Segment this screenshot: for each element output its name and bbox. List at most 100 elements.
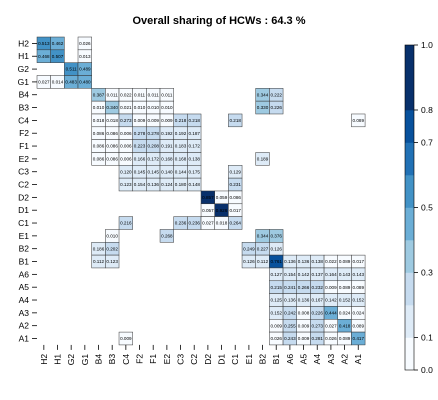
colorbar-band	[405, 337, 414, 371]
heatmap-cell: 0.138	[310, 254, 325, 269]
heatmap-cell: 0.480	[77, 75, 92, 89]
heatmap-cell: 0.018	[214, 216, 229, 230]
heatmap-cell: 0.112	[91, 254, 106, 269]
row-label: A1	[19, 334, 30, 344]
heatmap-cell: 0.086	[228, 190, 243, 205]
heatmap-cell: 0.857	[200, 190, 215, 205]
heatmap-cell-label: 0.278	[134, 131, 146, 136]
heatmap-cell-label: 0.417	[353, 336, 365, 341]
heatmap-cell: 0.006	[118, 139, 133, 153]
heatmap-cell: 0.278	[132, 126, 147, 140]
column-label: E2	[162, 354, 172, 365]
heatmap-cell: 0.124	[159, 177, 174, 192]
heatmap-cell: 0.192	[173, 126, 188, 140]
colorbar-tick-label: 0.5	[421, 203, 433, 213]
heatmap-cell-label: 0.024	[353, 310, 365, 315]
heatmap-cell-label: 0.089	[353, 323, 365, 328]
heatmap-cell: 0.120	[118, 165, 133, 179]
heatmap-cell: 0.243	[282, 331, 297, 346]
heatmap-cell-label: 0.009	[147, 118, 159, 123]
colorbar-band	[405, 142, 414, 176]
heatmap-cell: 0.010	[159, 100, 174, 115]
heatmap-cell: 0.249	[241, 242, 256, 256]
heatmap-cell: 0.017	[351, 254, 366, 269]
row-label: D2	[18, 192, 29, 202]
heatmap-cell: 0.086	[91, 152, 106, 166]
colorbar-tick-label: 0.7	[421, 138, 433, 148]
heatmap-cell: 0.009	[159, 113, 174, 128]
heatmap-cell-label: 0.507	[52, 54, 64, 59]
column-label: E1	[244, 354, 254, 365]
row-label: G1	[18, 77, 30, 87]
heatmap-cell: 0.926	[214, 203, 229, 217]
heatmap-cell: 0.021	[118, 100, 133, 115]
heatmap-cell-label: 0.186	[93, 246, 105, 251]
heatmap-cell-label: 0.124	[161, 182, 173, 187]
heatmap-cell-rect	[105, 254, 120, 269]
heatmap-cell: 0.376	[269, 229, 284, 243]
heatmap-cell-label: 0.017	[229, 208, 241, 213]
heatmap-cell-label: 0.154	[134, 182, 146, 187]
heatmap-cell: 0.026	[269, 331, 284, 346]
heatmap-cell: 0.344	[255, 88, 270, 102]
colorbar-band	[405, 207, 414, 241]
heatmap-cell: 0.086	[91, 139, 106, 153]
heatmap-cell-label: 0.192	[161, 131, 173, 136]
heatmap-cell: 0.168	[159, 152, 174, 166]
chart-title: Overall sharing of HCWs : 64.3 %	[133, 15, 306, 27]
heatmap-cell: 0.143	[337, 267, 352, 282]
heatmap-cell-label: 0.138	[188, 156, 200, 161]
heatmap-cell-label: 0.462	[52, 41, 64, 46]
row-label: C1	[18, 218, 29, 228]
column-label: B4	[94, 354, 104, 365]
heatmap-cell-label: 0.192	[175, 131, 187, 136]
heatmap-cell: 0.142	[296, 267, 311, 282]
column-label: A5	[299, 354, 309, 365]
heatmap-cell: 0.006	[118, 152, 133, 166]
heatmap-cell: 0.172	[146, 152, 161, 166]
heatmap-cell: 0.417	[351, 331, 366, 346]
column-labels: H2 H1 G2 G1 B4 B3 C4 F2 F1 E2 C3 C2 D2 D1 C1 E1 B2 B1 A6 A5…	[39, 344, 363, 365]
heatmap-cell-label: 0.126	[270, 246, 282, 251]
heatmap-cell-label: 0.268	[161, 233, 173, 238]
heatmap-cell-label: 0.273	[120, 118, 132, 123]
heatmap-cell: 0.126	[269, 242, 284, 256]
heatmap-cell: 0.024	[351, 306, 366, 320]
heatmap-cell-label: 0.137	[311, 272, 323, 277]
heatmap-cell-label: 0.027	[202, 221, 214, 226]
heatmap-cell: 0.009	[323, 280, 338, 294]
heatmap-cell-label: 0.026	[325, 336, 337, 341]
row-label: A5	[19, 282, 30, 292]
heatmap-cell: 0.011	[159, 88, 174, 102]
heatmap-cell: 0.273	[118, 113, 133, 128]
row-label: D1	[18, 205, 29, 215]
heatmap-cell: 0.166	[132, 152, 147, 166]
heatmap-cell: 0.489	[77, 62, 92, 76]
heatmap-cell-label: 0.089	[339, 336, 351, 341]
heatmap-cell-label: 0.014	[52, 80, 64, 85]
heatmap-cell: 0.145	[132, 165, 147, 179]
heatmap-cell-label: 0.006	[120, 156, 132, 161]
heatmap-cell: 0.330	[255, 100, 270, 115]
heatmap-cell: 0.236	[173, 216, 188, 230]
heatmap-cell-label: 0.480	[79, 80, 91, 85]
heatmap-cell-label: 0.344	[257, 92, 269, 97]
heatmap-cell-label: 0.222	[270, 92, 282, 97]
heatmap-cell: 0.266	[296, 280, 311, 294]
heatmap-cell: 0.013	[77, 49, 92, 63]
heatmap-cell-label: 0.059	[216, 195, 228, 200]
row-label: G2	[18, 64, 30, 74]
heatmap-cell: 0.089	[337, 331, 352, 346]
heatmap-cell-label: 0.281	[311, 336, 323, 341]
heatmap-cell: 0.017	[228, 203, 243, 217]
heatmap-cell-label: 0.010	[106, 233, 118, 238]
heatmap-cell: 0.136	[296, 254, 311, 269]
heatmap-cell-label: 0.011	[161, 92, 173, 97]
heatmap-cell: 0.152	[351, 293, 366, 307]
heatmap-cell: 0.507	[50, 49, 65, 63]
heatmap-cell: 0.018	[105, 113, 120, 128]
column-label: F1	[148, 354, 158, 364]
heatmap-cell-label: 0.010	[161, 105, 173, 110]
heatmap-cell: 0.187	[187, 126, 202, 140]
